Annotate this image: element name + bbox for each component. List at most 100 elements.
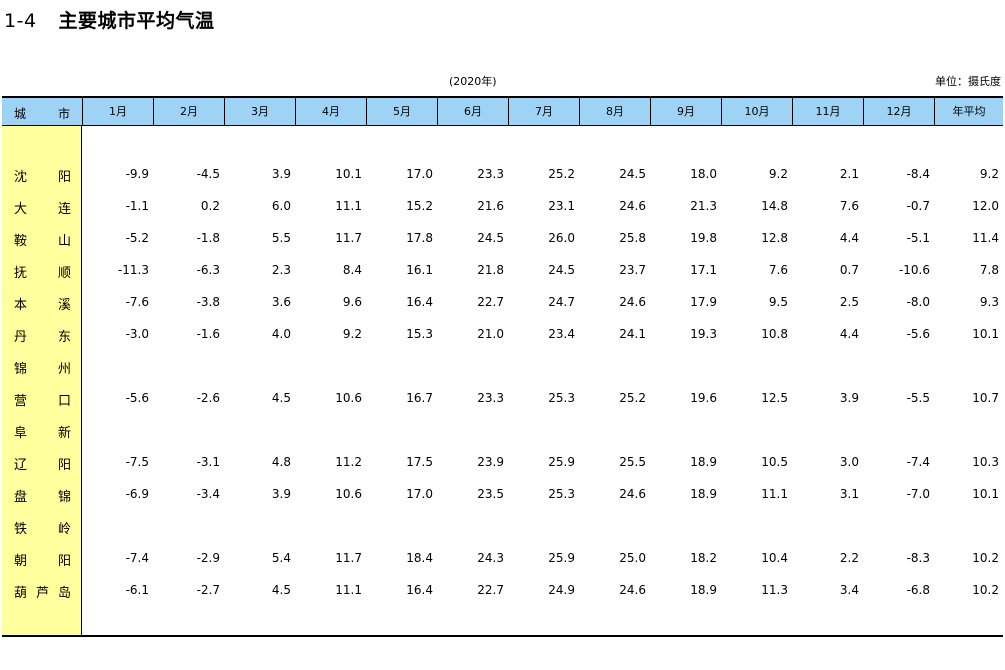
temp-cell: 9.6	[342, 295, 362, 309]
temp-cell: 11.1	[335, 199, 362, 213]
temp-cell: 19.3	[690, 327, 717, 341]
temp-cell: 3.9	[839, 391, 859, 405]
temp-cell: 21.3	[690, 199, 717, 213]
city-char: 岛	[58, 586, 72, 601]
temp-cell: 21.6	[477, 199, 504, 213]
city-char: 溪	[58, 298, 72, 313]
temp-cell: 11.7	[335, 551, 362, 565]
city-char: 铁	[14, 522, 28, 537]
temp-cell: 17.0	[406, 167, 433, 181]
column-header-8: 8月	[579, 98, 650, 126]
temp-cell: -7.4	[906, 455, 930, 469]
temp-cell: 10.1	[972, 327, 999, 341]
table-row: 锦州	[2, 356, 1003, 377]
column-header-9: 9月	[650, 98, 721, 126]
city-char: 阳	[58, 554, 72, 569]
year-note: (2020年)	[449, 75, 497, 88]
temp-cell: 25.5	[619, 455, 646, 469]
temp-cell: -9.9	[125, 167, 149, 181]
city-name: 抚顺	[2, 260, 82, 281]
column-header-3: 3月	[224, 98, 295, 126]
temp-cell: -7.0	[906, 487, 930, 501]
temp-cell: 4.4	[839, 327, 859, 341]
temp-cell: 22.7	[477, 583, 504, 597]
table-header: 城 市 1月 2月 3月 4月 5月 6月 7月 8月 9月 10月 11月 12月 年平均	[2, 96, 1003, 126]
temp-cell: 10.4	[761, 551, 788, 565]
column-header-4: 4月	[295, 98, 366, 126]
city-name: 鞍山	[2, 228, 82, 249]
city-char: 葫	[14, 586, 28, 601]
city-name: 本溪	[2, 292, 82, 313]
temp-cell: 25.2	[548, 167, 575, 181]
city-char: 盘	[14, 490, 28, 505]
temp-cell: 23.3	[477, 167, 504, 181]
temp-cell: 4.5	[271, 583, 291, 597]
city-char: 沈	[14, 170, 28, 185]
temp-cell: 3.1	[839, 487, 859, 501]
temp-cell: 25.3	[548, 487, 575, 501]
temp-cell: 23.1	[548, 199, 575, 213]
temp-cell: 12.0	[972, 199, 999, 213]
temp-cell: 11.4	[972, 231, 999, 245]
temp-cell: -11.3	[117, 263, 149, 277]
temp-cell: 19.8	[690, 231, 717, 245]
page-title: 1-4 主要城市平均气温	[4, 6, 215, 33]
temp-cell: 3.9	[271, 167, 291, 181]
temp-cell: -6.3	[196, 263, 220, 277]
table-title: 主要城市平均气温	[58, 10, 215, 32]
city-char: 岭	[58, 522, 72, 537]
column-header-7: 7月	[508, 98, 579, 126]
temp-cell: -3.4	[196, 487, 220, 501]
temp-cell: 9.2	[342, 327, 362, 341]
temp-cell: 2.2	[839, 551, 859, 565]
temp-cell: 10.2	[972, 551, 999, 565]
temp-cell: 24.6	[619, 583, 646, 597]
temp-cell: -8.0	[906, 295, 930, 309]
table-number: 1-4	[4, 10, 37, 32]
city-char: 抚	[14, 266, 28, 281]
city-name: 阜新	[2, 420, 82, 441]
temp-cell: 3.0	[839, 455, 859, 469]
temp-cell: -2.9	[196, 551, 220, 565]
city-char: 营	[14, 394, 28, 409]
temp-cell: 23.9	[477, 455, 504, 469]
temp-cell: 18.4	[406, 551, 433, 565]
temp-cell: -4.5	[196, 167, 220, 181]
temp-cell: 23.3	[477, 391, 504, 405]
temp-cell: 24.3	[477, 551, 504, 565]
temp-cell: 11.7	[335, 231, 362, 245]
temp-cell: 16.4	[406, 295, 433, 309]
temp-cell: 7.6	[839, 199, 859, 213]
temp-cell: -3.1	[196, 455, 220, 469]
table-row: 大连 -1.1 0.2 6.0 11.1 15.2 21.6 23.1 24.6 21.3 14.8…	[2, 196, 1003, 217]
temp-cell: 2.5	[839, 295, 859, 309]
city-name: 盘锦	[2, 484, 82, 505]
city-char: 锦	[58, 490, 72, 505]
city-name: 丹东	[2, 324, 82, 345]
column-header-11: 11月	[792, 98, 863, 126]
temp-cell: 10.8	[761, 327, 788, 341]
city-char: 顺	[58, 266, 72, 281]
city-char: 山	[58, 234, 72, 249]
temp-cell: 18.0	[690, 167, 717, 181]
temp-cell: 23.5	[477, 487, 504, 501]
city-char: 大	[14, 202, 28, 217]
city-char: 锦	[14, 362, 28, 377]
temp-cell: 24.1	[619, 327, 646, 341]
city-char: 芦	[36, 586, 50, 601]
temp-cell: -1.6	[196, 327, 220, 341]
temp-cell: 4.0	[271, 327, 291, 341]
temp-cell: 15.3	[406, 327, 433, 341]
temp-cell: 18.2	[690, 551, 717, 565]
city-char: 辽	[14, 458, 28, 473]
temp-cell: 24.7	[548, 295, 575, 309]
column-header-1: 1月	[82, 98, 153, 126]
temp-cell: 12.5	[761, 391, 788, 405]
table-row: 辽阳 -7.5 -3.1 4.8 11.2 17.5 23.9 25.9 25.5 18.9 10.…	[2, 452, 1003, 473]
temp-cell: 23.4	[548, 327, 575, 341]
temp-cell: 3.6	[271, 295, 291, 309]
table-row: 阜新	[2, 420, 1003, 441]
city-name: 营口	[2, 388, 82, 409]
temp-cell: 2.1	[839, 167, 859, 181]
temp-cell: 7.6	[768, 263, 788, 277]
